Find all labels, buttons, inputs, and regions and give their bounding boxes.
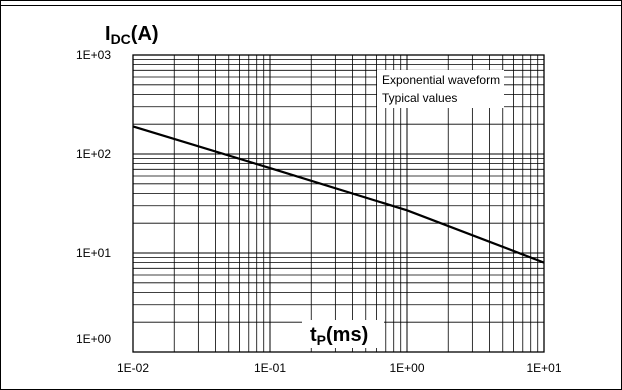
y-axis-title: IDC(A)	[105, 23, 159, 47]
x-axis-title-sub: P	[317, 332, 326, 348]
series-line-0	[133, 126, 544, 262]
y-axis-title-sub: DC	[111, 31, 131, 47]
y-tick-label: 1E+00	[76, 332, 111, 346]
y-axis-title-unit: (A)	[131, 23, 159, 45]
y-tick-label: 1E+03	[76, 48, 111, 62]
x-tick-label: 1E-02	[117, 361, 149, 375]
annotation-line-1: Exponential waveform	[382, 73, 500, 87]
x-tick-labels: 1E-02 1E-01 1E+00 1E+01	[117, 361, 562, 375]
y-tick-labels: 1E+00 1E+01 1E+02 1E+03	[76, 48, 111, 346]
y-tick-label: 1E+02	[76, 147, 111, 161]
y-tick-label: 1E+01	[76, 246, 111, 260]
x-tick-label: 1E-01	[254, 361, 286, 375]
x-tick-label: 1E+01	[526, 361, 561, 375]
annotation-line-2: Typical values	[382, 91, 457, 105]
series-group	[133, 126, 544, 262]
x-axis-title-unit: (ms)	[326, 324, 368, 346]
x-tick-label: 1E+00	[389, 361, 424, 375]
